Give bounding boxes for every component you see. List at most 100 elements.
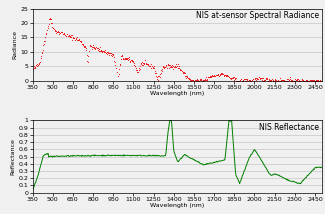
Point: [188, 78, 193, 81]
Point: [160, 67, 165, 70]
Point: [190, 79, 195, 82]
Point: [107, 52, 112, 55]
Point: [128, 58, 134, 62]
Point: [261, 79, 266, 82]
Point: [270, 78, 275, 81]
Point: [157, 75, 162, 79]
Point: [206, 75, 212, 78]
Point: [161, 66, 166, 69]
Point: [214, 73, 219, 76]
Point: [176, 66, 181, 70]
Point: [151, 64, 156, 67]
Point: [243, 79, 248, 82]
X-axis label: Wavelength (nm): Wavelength (nm): [150, 91, 204, 96]
Point: [42, 39, 47, 42]
Point: [57, 30, 62, 34]
Point: [59, 31, 65, 34]
Point: [97, 46, 102, 49]
Point: [280, 79, 285, 82]
Point: [229, 77, 234, 80]
Point: [268, 79, 273, 82]
Point: [170, 64, 176, 68]
Point: [307, 78, 313, 82]
Point: [51, 27, 56, 30]
Point: [125, 56, 130, 60]
Point: [271, 79, 276, 82]
Point: [168, 65, 174, 68]
Point: [36, 62, 42, 65]
Point: [286, 79, 291, 82]
Point: [162, 65, 167, 68]
Point: [31, 67, 36, 71]
Point: [175, 63, 180, 66]
Point: [150, 65, 156, 69]
Point: [214, 73, 219, 76]
Point: [104, 51, 109, 54]
Point: [169, 64, 175, 67]
Point: [292, 79, 297, 82]
Point: [246, 79, 252, 82]
Point: [231, 75, 236, 79]
Point: [163, 65, 168, 69]
Point: [174, 65, 179, 68]
Point: [247, 79, 253, 82]
Point: [137, 67, 142, 70]
Point: [103, 51, 108, 55]
Point: [155, 78, 161, 81]
Point: [273, 77, 278, 81]
Point: [146, 64, 151, 68]
Point: [77, 38, 82, 41]
Point: [156, 74, 161, 77]
Point: [230, 76, 235, 79]
Point: [275, 79, 280, 82]
Point: [276, 79, 281, 82]
Point: [62, 33, 67, 37]
Point: [173, 62, 178, 66]
Point: [136, 67, 142, 70]
Point: [297, 79, 303, 82]
Point: [61, 32, 66, 35]
Point: [87, 43, 92, 47]
Point: [118, 62, 123, 66]
Point: [179, 70, 184, 73]
Point: [164, 66, 170, 69]
Point: [101, 49, 107, 53]
Point: [76, 37, 81, 41]
Point: [114, 70, 120, 74]
Point: [32, 66, 37, 69]
Point: [313, 79, 318, 82]
Point: [289, 79, 294, 82]
Point: [317, 79, 322, 82]
Point: [186, 77, 191, 80]
Point: [174, 65, 179, 69]
Point: [284, 77, 290, 81]
Point: [180, 71, 185, 74]
Point: [56, 30, 61, 33]
Point: [251, 79, 256, 82]
Point: [184, 74, 189, 78]
Point: [278, 79, 283, 82]
Point: [110, 53, 115, 56]
Point: [219, 71, 225, 75]
Point: [281, 78, 286, 81]
Point: [97, 47, 102, 51]
Point: [104, 50, 110, 53]
Point: [303, 79, 308, 82]
Point: [37, 62, 42, 66]
Point: [111, 53, 116, 56]
Point: [92, 46, 98, 50]
Point: [184, 74, 189, 78]
Point: [114, 67, 119, 70]
Point: [142, 62, 147, 65]
Point: [101, 51, 106, 54]
Point: [272, 79, 277, 82]
Point: [254, 78, 259, 81]
Point: [133, 64, 138, 67]
Point: [285, 77, 290, 80]
Point: [296, 78, 302, 82]
Point: [288, 79, 293, 82]
Point: [258, 77, 263, 80]
Point: [67, 34, 72, 37]
Point: [72, 39, 78, 42]
Point: [123, 56, 128, 60]
